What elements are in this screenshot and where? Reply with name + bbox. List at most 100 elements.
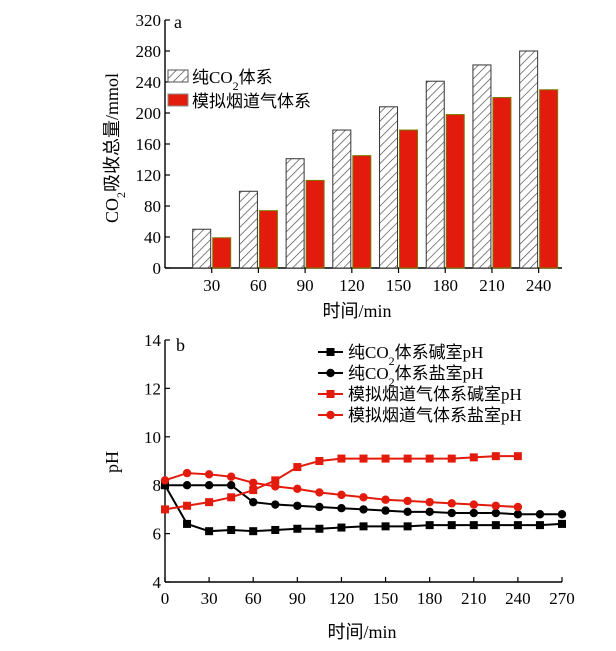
bar-flue-gas <box>305 179 325 269</box>
chart-b-x-tick-label: 90 <box>289 589 306 608</box>
chart-a-x-tick-label: 90 <box>297 276 314 295</box>
point-pure-co2-base-chamber <box>227 525 236 534</box>
legend-label-pure-co2-salt-chamber: 纯CO2体系盐室pH <box>348 364 483 389</box>
point-flue-gas-base-chamber <box>337 454 346 463</box>
point-pure-co2-salt-chamber <box>226 481 236 490</box>
chart-a-tick-labels: 0 40 80 120 160 200 240 280 320 30 60 90 120 150 180 21… <box>136 11 552 295</box>
point-pure-co2-salt-chamber <box>182 481 192 490</box>
point-flue-gas-salt-chamber <box>337 490 346 500</box>
point-flue-gas-salt-chamber <box>403 496 412 506</box>
point-flue-gas-salt-chamber <box>226 472 236 481</box>
chart-a-y-tick-label: 280 <box>136 42 162 61</box>
point-pure-co2-base-chamber <box>183 519 192 528</box>
point-pure-co2-salt-chamber <box>557 510 567 519</box>
point-flue-gas-base-chamber <box>425 454 434 463</box>
point-pure-co2-base-chamber <box>403 522 412 531</box>
point-flue-gas-base-chamber <box>513 452 522 461</box>
chart-a-y-tick-label: 0 <box>153 259 162 278</box>
chart-a-x-tick-label: 60 <box>250 276 267 295</box>
point-pure-co2-base-chamber <box>513 521 522 530</box>
point-flue-gas-base-chamber <box>271 476 280 485</box>
point-pure-co2-salt-chamber <box>535 510 545 519</box>
point-pure-co2-base-chamber <box>271 525 280 534</box>
point-pure-co2-salt-chamber <box>469 508 478 518</box>
point-pure-co2-salt-chamber <box>359 505 368 514</box>
chart-a: a 0 40 80 120 160 200 240 280 320 30 60 90 120 150 180… <box>102 11 562 321</box>
point-pure-co2-base-chamber <box>425 521 434 530</box>
chart-b: b 4 6 8 10 12 14 0 30 60 90 120 150 180 210 240 270 时间/… <box>102 331 575 642</box>
point-pure-co2-salt-chamber <box>381 506 390 515</box>
point-flue-gas-base-chamber <box>183 501 192 510</box>
point-flue-gas-base-chamber <box>381 454 390 463</box>
point-flue-gas-salt-chamber <box>204 470 214 479</box>
chart-a-y-tick-label: 80 <box>144 197 161 216</box>
chart-b-x-tick-label: 0 <box>161 589 170 608</box>
panel-label-a: a <box>174 12 182 32</box>
point-flue-gas-salt-chamber <box>293 484 302 494</box>
point-flue-gas-base-chamber <box>161 505 169 514</box>
point-flue-gas-salt-chamber <box>491 501 501 510</box>
point-flue-gas-base-chamber <box>447 454 456 463</box>
chart-b-y-tick-label: 6 <box>153 525 162 544</box>
chart-b-x-tick-label: 60 <box>245 589 262 608</box>
point-flue-gas-base-chamber <box>227 493 236 502</box>
point-pure-co2-salt-chamber <box>425 507 434 517</box>
legend-marker-pure-co2-salt-chamber <box>326 368 335 378</box>
chart-b-y-tick-label: 12 <box>144 379 161 398</box>
bar-flue-gas <box>212 237 232 269</box>
point-pure-co2-base-chamber <box>535 521 544 530</box>
point-flue-gas-salt-chamber <box>182 468 192 478</box>
series-line-flue-gas-salt-chamber <box>164 472 518 508</box>
chart-a-x-axis-title: 时间/min <box>322 301 391 321</box>
point-pure-co2-base-chamber <box>558 519 566 528</box>
point-flue-gas-salt-chamber <box>425 497 434 507</box>
chart-b-x-tick-label: 150 <box>373 589 399 608</box>
bar-flue-gas <box>258 210 278 269</box>
chart-b-y-axis-title: pH <box>102 451 122 473</box>
series-line-flue-gas-base-chamber <box>164 455 518 511</box>
chart-b-x-tick-label: 180 <box>417 589 443 608</box>
point-pure-co2-salt-chamber <box>491 508 501 518</box>
chart-a-x-tick-label: 30 <box>203 276 220 295</box>
bar-pure-co2 <box>192 228 212 269</box>
chart-b-series <box>160 452 567 536</box>
bar-flue-gas <box>492 97 512 269</box>
chart-a-y-tick-label: 240 <box>136 73 162 92</box>
legend-label-flue-gas-base-chamber: 模拟烟道气体系碱室pH <box>348 385 522 404</box>
point-flue-gas-salt-chamber <box>359 493 368 502</box>
point-flue-gas-base-chamber <box>293 463 302 472</box>
chart-a-y-tick-label: 200 <box>136 104 162 123</box>
point-pure-co2-salt-chamber <box>271 500 280 509</box>
legend-label-pure-co2-base-chamber: 纯CO2体系碱室pH <box>348 343 483 368</box>
chart-b-tick-labels: 4 6 8 10 12 14 0 30 60 90 120 150 180 210 240 270 <box>144 331 575 608</box>
point-pure-co2-base-chamber <box>447 521 456 530</box>
chart-b-x-tick-label: 240 <box>505 589 531 608</box>
chart-a-x-tick-label: 210 <box>479 276 505 295</box>
chart-a-y-tick-label: 320 <box>136 11 162 30</box>
point-pure-co2-base-chamber <box>359 522 368 531</box>
chart-b-y-tick-label: 4 <box>153 573 162 592</box>
point-pure-co2-base-chamber <box>315 524 324 533</box>
legend-swatch-pure-co2 <box>167 69 189 83</box>
point-flue-gas-salt-chamber <box>469 500 478 509</box>
chart-b-y-tick-label: 8 <box>153 476 162 495</box>
chart-b-axes <box>164 339 563 583</box>
bar-pure-co2 <box>379 106 399 269</box>
point-pure-co2-base-chamber <box>381 522 390 531</box>
bar-pure-co2 <box>285 158 305 269</box>
chart-a-x-tick-label: 240 <box>526 276 552 295</box>
chart-b-x-tick-label: 120 <box>329 589 355 608</box>
legend-label-flue-gas-salt-chamber: 模拟烟道气体系盐室pH <box>348 406 522 425</box>
chart-a-x-tick-label: 180 <box>432 276 458 295</box>
chart-a-bars <box>192 50 559 269</box>
legend-marker-flue-gas-salt-chamber <box>326 410 335 420</box>
point-flue-gas-base-chamber <box>249 486 258 495</box>
point-flue-gas-base-chamber <box>359 454 368 463</box>
bar-pure-co2 <box>472 64 492 269</box>
bar-pure-co2 <box>519 50 539 269</box>
bar-pure-co2 <box>332 129 352 269</box>
point-flue-gas-salt-chamber <box>160 476 170 485</box>
point-pure-co2-base-chamber <box>293 524 302 533</box>
point-flue-gas-salt-chamber <box>513 502 523 512</box>
